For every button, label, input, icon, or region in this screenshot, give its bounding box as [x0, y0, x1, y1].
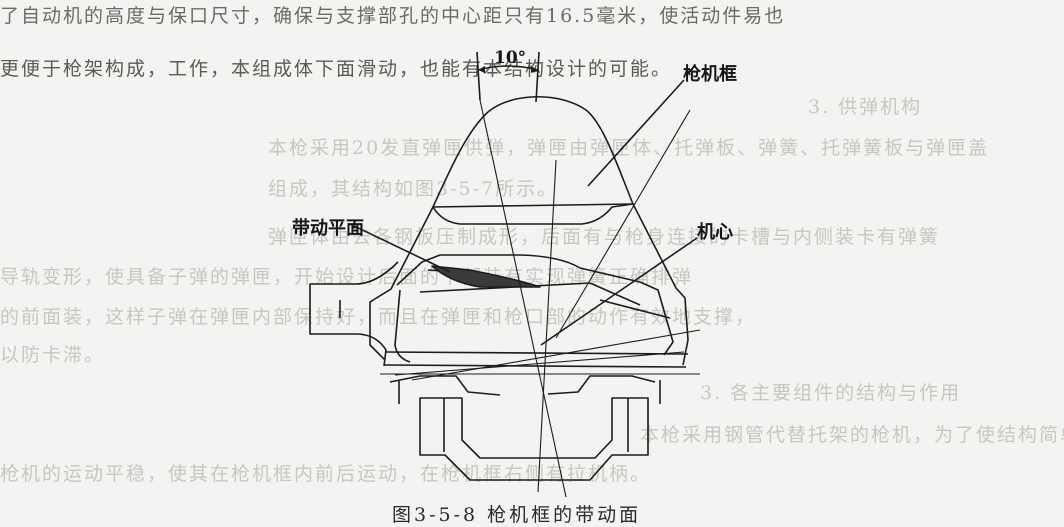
bolt-carrier-label: 枪机框 [683, 64, 737, 85]
body-text-line-2: 更便于枪架构成，工作，本组成体下面滑动，也能有本结构设计的可能。 [0, 58, 673, 80]
body-text-line-5: 组成，其结构如图3-5-7所示。 [268, 178, 559, 200]
bolt-outline [396, 254, 674, 356]
body-text-line-6: 弹匣体由去各钢板压制成形，后面有与枪身连接的卡槽与内侧装卡有弹簧 [268, 226, 941, 248]
left-lug [309, 261, 399, 367]
angle-ref-line-left [476, 51, 481, 101]
carrier-right-wall [632, 203, 689, 366]
carrier-left-wall [369, 206, 434, 361]
leader-drive-surface [349, 223, 451, 273]
center-line-vertical [479, 99, 567, 498]
drive-surface-label: 带动平面 [292, 218, 364, 239]
bolt-label: 机心 [697, 222, 733, 243]
figure-caption: 图3-5-8 枪机框的带动面 [392, 504, 642, 526]
body-text-line-11: 本枪采用钢管代替托架的枪机，为了使结构简单，在枪机的两侧装有导轨，保证 [640, 424, 1064, 446]
bolt-carrier-top [432, 95, 634, 225]
lower-left-rail [389, 375, 501, 396]
angle-ref-line-right [535, 51, 540, 103]
section-heading: 3. 供弹机构 [808, 96, 923, 118]
lower-right-rail [547, 375, 656, 395]
leader-bolt [540, 237, 698, 346]
body-text-line-1: 了自动机的高度与保口尺寸，确保与支撑部孔的中心距只有16.5毫米，使活动件易也 [0, 5, 786, 27]
leader-bolt-carrier [587, 79, 685, 187]
angle-label: 10° [494, 48, 527, 68]
body-text-line-4: 本枪采用20发直弹匣供弹，弹匣由弹匣体、托弹板、弹簧、托弹簧板与弹匣盖 [268, 137, 990, 159]
carrier-base [419, 397, 649, 481]
body-text-line-9: 以防卡滞。 [0, 344, 106, 366]
section-heading-2: 3. 各主要组件的结构与作用 [700, 382, 962, 404]
drive-surface-wedge [431, 265, 541, 288]
